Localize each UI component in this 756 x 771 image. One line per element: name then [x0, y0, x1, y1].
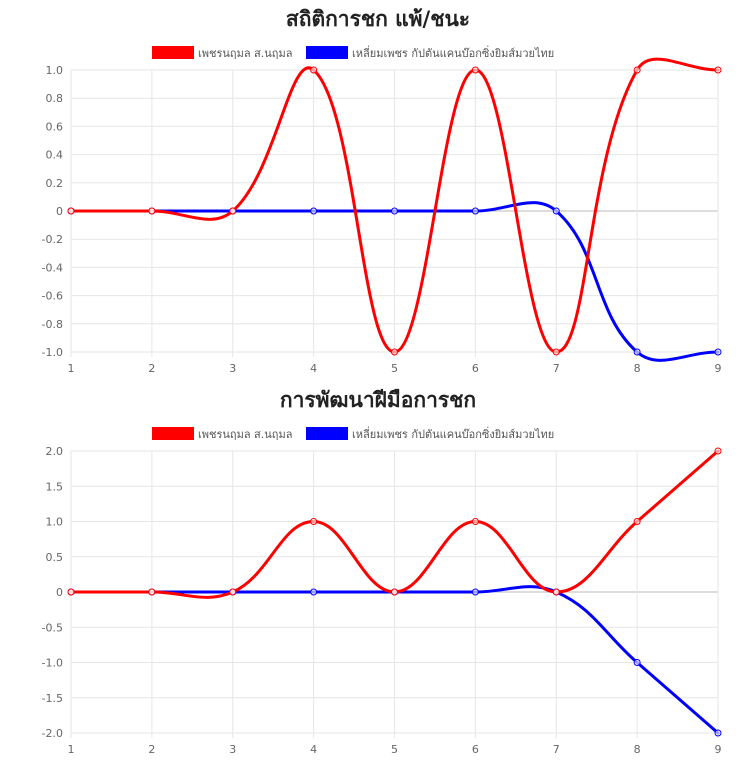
x-tick-label: 4	[310, 362, 317, 375]
data-point	[633, 659, 641, 666]
y-tick-label: 2.0	[46, 445, 64, 458]
x-tick-label: 6	[472, 743, 479, 756]
x-tick-label: 7	[553, 743, 560, 756]
data-point	[148, 207, 156, 215]
x-tick-label: 5	[391, 362, 398, 375]
x-tick-label: 2	[148, 743, 155, 756]
x-tick-label: 7	[553, 362, 560, 375]
x-tick-label: 8	[634, 362, 641, 375]
y-tick-label: -2.0	[42, 727, 63, 740]
data-point	[310, 588, 318, 596]
chart-title: การพัฒนาฝีมือการชก	[280, 388, 476, 412]
data-point	[310, 66, 318, 74]
legend-label: เพชรนฤมล ส.นฤมล	[198, 428, 292, 441]
data-point	[633, 66, 641, 74]
data-point	[471, 207, 479, 215]
y-tick-label: -0.8	[42, 318, 63, 331]
legend-label: เหลี่ยมเพชร กัปตันแคนบ๊อกซิ่งยิมส์มวยไทย	[352, 426, 554, 441]
data-point	[552, 207, 560, 215]
data-point	[391, 588, 398, 596]
y-tick-label: 1.0	[46, 64, 64, 77]
data-point	[310, 207, 318, 215]
y-tick-label: -1.5	[42, 692, 63, 705]
data-point	[633, 348, 641, 356]
y-tick-label: -1.0	[42, 346, 63, 359]
y-tick-label: 0.4	[46, 149, 64, 162]
data-point	[471, 66, 479, 74]
y-tick-label: 1.0	[46, 516, 64, 529]
data-point	[714, 447, 722, 455]
data-point	[310, 518, 318, 525]
y-tick-label: -0.5	[42, 621, 63, 634]
data-point	[229, 588, 237, 596]
legend-swatch	[306, 46, 348, 59]
x-tick-label: 3	[229, 362, 236, 375]
y-tick-label: 0.2	[46, 177, 64, 190]
data-point	[391, 207, 398, 215]
y-tick-label: 0	[56, 205, 63, 218]
legend-swatch	[306, 427, 348, 440]
y-tick-label: 0.6	[46, 120, 64, 133]
data-point	[471, 518, 479, 525]
data-point	[471, 588, 479, 596]
x-tick-label: 9	[715, 362, 722, 375]
legend-label: เหลี่ยมเพชร กัปตันแคนบ๊อกซิ่งยิมส์มวยไทย	[352, 45, 554, 60]
y-tick-label: 1.5	[46, 480, 64, 493]
x-tick-label: 4	[310, 743, 317, 756]
data-point	[714, 729, 722, 737]
data-point	[714, 348, 722, 356]
legend-label: เพชรนฤมล ส.นฤมล	[198, 47, 292, 60]
series-line	[69, 201, 720, 362]
legend-swatch	[152, 427, 194, 440]
legend-swatch	[152, 46, 194, 59]
chart-title: สถิติการชก แพ้/ชนะ	[286, 7, 470, 31]
data-point	[67, 207, 75, 215]
x-tick-label: 5	[391, 743, 398, 756]
x-tick-label: 3	[229, 743, 236, 756]
y-tick-label: 0.8	[46, 92, 64, 105]
x-tick-label: 2	[148, 362, 155, 375]
x-tick-label: 8	[634, 743, 641, 756]
x-tick-label: 9	[715, 743, 722, 756]
x-tick-label: 6	[472, 362, 479, 375]
y-tick-label: 0.5	[46, 551, 64, 564]
data-point	[633, 518, 641, 525]
data-point	[552, 348, 560, 356]
series-line	[69, 449, 720, 599]
y-tick-label: -0.2	[42, 233, 63, 246]
data-point	[229, 207, 237, 215]
y-tick-label: 0	[56, 586, 63, 599]
x-tick-label: 1	[68, 362, 75, 375]
series-line	[69, 585, 720, 735]
data-point	[552, 588, 560, 596]
data-point	[714, 66, 722, 74]
y-tick-label: -0.6	[42, 290, 63, 303]
data-point	[67, 588, 75, 596]
data-point	[391, 348, 398, 356]
y-tick-label: -0.4	[42, 261, 63, 274]
y-tick-label: -1.0	[42, 657, 63, 670]
data-point	[148, 588, 156, 596]
x-tick-label: 1	[68, 743, 75, 756]
